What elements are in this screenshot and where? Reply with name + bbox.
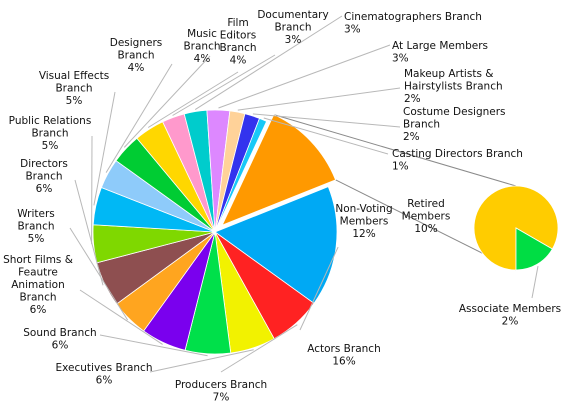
slice-casting-directors-branch bbox=[214, 117, 268, 233]
leader-line-visual-effects-branch bbox=[93, 91, 116, 206]
label-costume-designers-branch: Costume Designers Branch 2% bbox=[403, 106, 506, 143]
label-producers-branch: Producers Branch 7% bbox=[175, 379, 267, 404]
pie-slices bbox=[92, 109, 559, 355]
label-non-voting-members: Non-Voting Members 12% bbox=[335, 203, 392, 240]
label-writers-branch: Writers Branch 5% bbox=[17, 208, 55, 245]
label-retired-members: Retired Members 10% bbox=[402, 198, 451, 235]
leader-line-casting-directors-branch bbox=[263, 117, 389, 155]
leader-line-executives-branch bbox=[149, 349, 254, 373]
leader-line-makeup-artists-hairstylists-branch bbox=[237, 87, 401, 111]
label-actors-branch: Actors Branch 16% bbox=[307, 343, 380, 368]
label-cinematographers-branch: Cinematographers Branch 3% bbox=[344, 11, 482, 36]
leader-line-associate-members bbox=[531, 266, 539, 299]
slice-actors-branch bbox=[214, 186, 338, 304]
leader-line-producers-branch bbox=[220, 324, 298, 373]
leader-line-designers-branch bbox=[105, 63, 173, 173]
breakdown-slice-associate-members bbox=[515, 227, 553, 271]
slice-labels: Non-Voting Members 12% Actors Branch 16% Prod… bbox=[3, 9, 561, 404]
label-visual-effects-branch: Visual Effects Branch 5% bbox=[39, 70, 109, 107]
label-sound-branch: Sound Branch 6% bbox=[23, 327, 96, 352]
label-makeup-artists-hairstylists-branch: Makeup Artists & Hairstylists Branch 2% bbox=[404, 68, 503, 105]
label-short-films-feautre-animation-branch: Short Films & Feautre Animation Branch 6% bbox=[3, 254, 73, 316]
label-at-large-members: At Large Members 3% bbox=[392, 40, 488, 65]
label-designers-branch: Designers Branch 4% bbox=[110, 37, 163, 74]
label-public-relations-branch: Public Relations Branch 5% bbox=[9, 115, 92, 152]
label-film-editors-branch: Film Editors Branch 4% bbox=[219, 17, 256, 67]
leader-line-writers-branch bbox=[69, 227, 129, 321]
leader-line-documentary-branch bbox=[172, 54, 276, 116]
label-casting-directors-branch: Casting Directors Branch 1% bbox=[392, 148, 523, 173]
leader-lines bbox=[69, 15, 539, 373]
label-music-branch: Music Branch 4% bbox=[183, 28, 220, 65]
connector-line-top bbox=[273, 114, 517, 187]
leader-line-film-editors-branch bbox=[147, 71, 239, 128]
label-associate-members: Associate Members 2% bbox=[459, 303, 561, 328]
leader-line-directors-branch bbox=[74, 179, 104, 286]
leader-line-short-films-feautre-animation-branch bbox=[79, 289, 163, 345]
leader-line-music-branch bbox=[123, 55, 211, 148]
breakdown-slice-retired-members bbox=[473, 185, 559, 271]
label-documentary-branch: Documentary Branch 3% bbox=[257, 9, 328, 46]
leader-line-sound-branch bbox=[99, 334, 208, 357]
leader-line-cinematographers-branch bbox=[194, 15, 343, 111]
leader-line-costume-designers-branch bbox=[252, 113, 401, 128]
leader-line-actors-branch bbox=[299, 246, 339, 331]
label-executives-branch: Executives Branch 6% bbox=[56, 362, 153, 387]
leader-line-at-large-members bbox=[218, 44, 391, 109]
label-directors-branch: Directors Branch 6% bbox=[20, 158, 68, 195]
